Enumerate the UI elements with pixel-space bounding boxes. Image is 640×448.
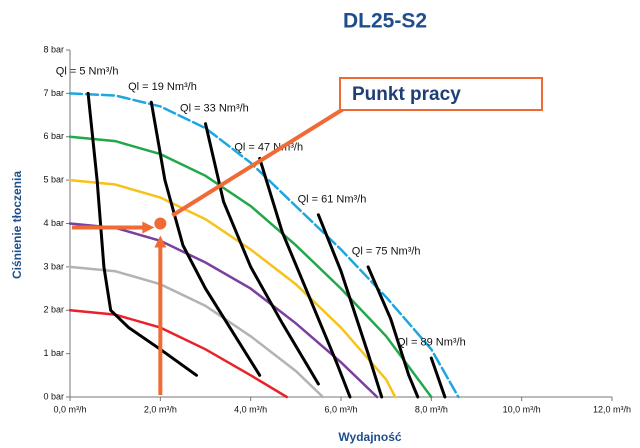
series-label: Ql = 89 Nm³/h — [397, 337, 466, 349]
y-tick-label: 3 bar — [43, 261, 64, 271]
series-label: Ql = 61 Nm³/h — [298, 194, 367, 206]
flow-curve — [204, 122, 320, 386]
annotation-text: Punkt pracy — [352, 84, 461, 105]
x-tick-label: 12,0 m³/h — [593, 404, 631, 414]
y-axis-label: Ciśnienie tłoczenia — [10, 171, 24, 279]
arrow-h-head — [142, 221, 155, 234]
series-label: Ql = 19 Nm³/h — [128, 81, 197, 93]
x-axis-label: Wydajność — [338, 430, 401, 444]
series-label: Ql = 47 Nm³/h — [234, 142, 303, 154]
arrow-v-head — [154, 235, 167, 248]
flow-curve — [366, 265, 420, 399]
series-label: Ql = 75 Nm³/h — [352, 246, 421, 258]
pump-curve — [68, 309, 289, 399]
flow-curve — [429, 356, 447, 399]
x-tick-label: 8,0 m³/h — [415, 404, 448, 414]
working-point — [154, 217, 167, 230]
x-tick-label: 6,0 m³/h — [324, 404, 357, 414]
flow-curve — [258, 156, 352, 399]
series-label: Ql = 5 Nm³/h — [56, 66, 119, 78]
y-tick-label: 5 bar — [43, 175, 64, 185]
y-tick-label: 0 bar — [43, 391, 64, 401]
y-tick-label: 4 bar — [43, 218, 64, 228]
pump-curve — [68, 265, 325, 399]
y-tick-label: 1 bar — [43, 348, 64, 358]
flow-curve — [316, 213, 384, 399]
x-tick-label: 4,0 m³/h — [234, 404, 267, 414]
flow-curve — [149, 100, 262, 377]
y-tick-label: 6 bar — [43, 131, 64, 141]
series-label: Ql = 33 Nm³/h — [180, 102, 249, 114]
y-tick-label: 8 bar — [43, 44, 64, 54]
chart-title: DL25-S2 — [343, 10, 427, 33]
x-tick-label: 10,0 m³/h — [503, 404, 541, 414]
y-tick-label: 7 bar — [43, 88, 64, 98]
x-tick-label: 0,0 m³/h — [53, 404, 86, 414]
pump-curve — [68, 92, 460, 399]
x-tick-label: 2,0 m³/h — [144, 404, 177, 414]
y-tick-label: 2 bar — [43, 305, 64, 315]
annotation-leader — [171, 106, 347, 218]
pump-curve — [68, 135, 433, 399]
annotation-box — [339, 77, 543, 111]
